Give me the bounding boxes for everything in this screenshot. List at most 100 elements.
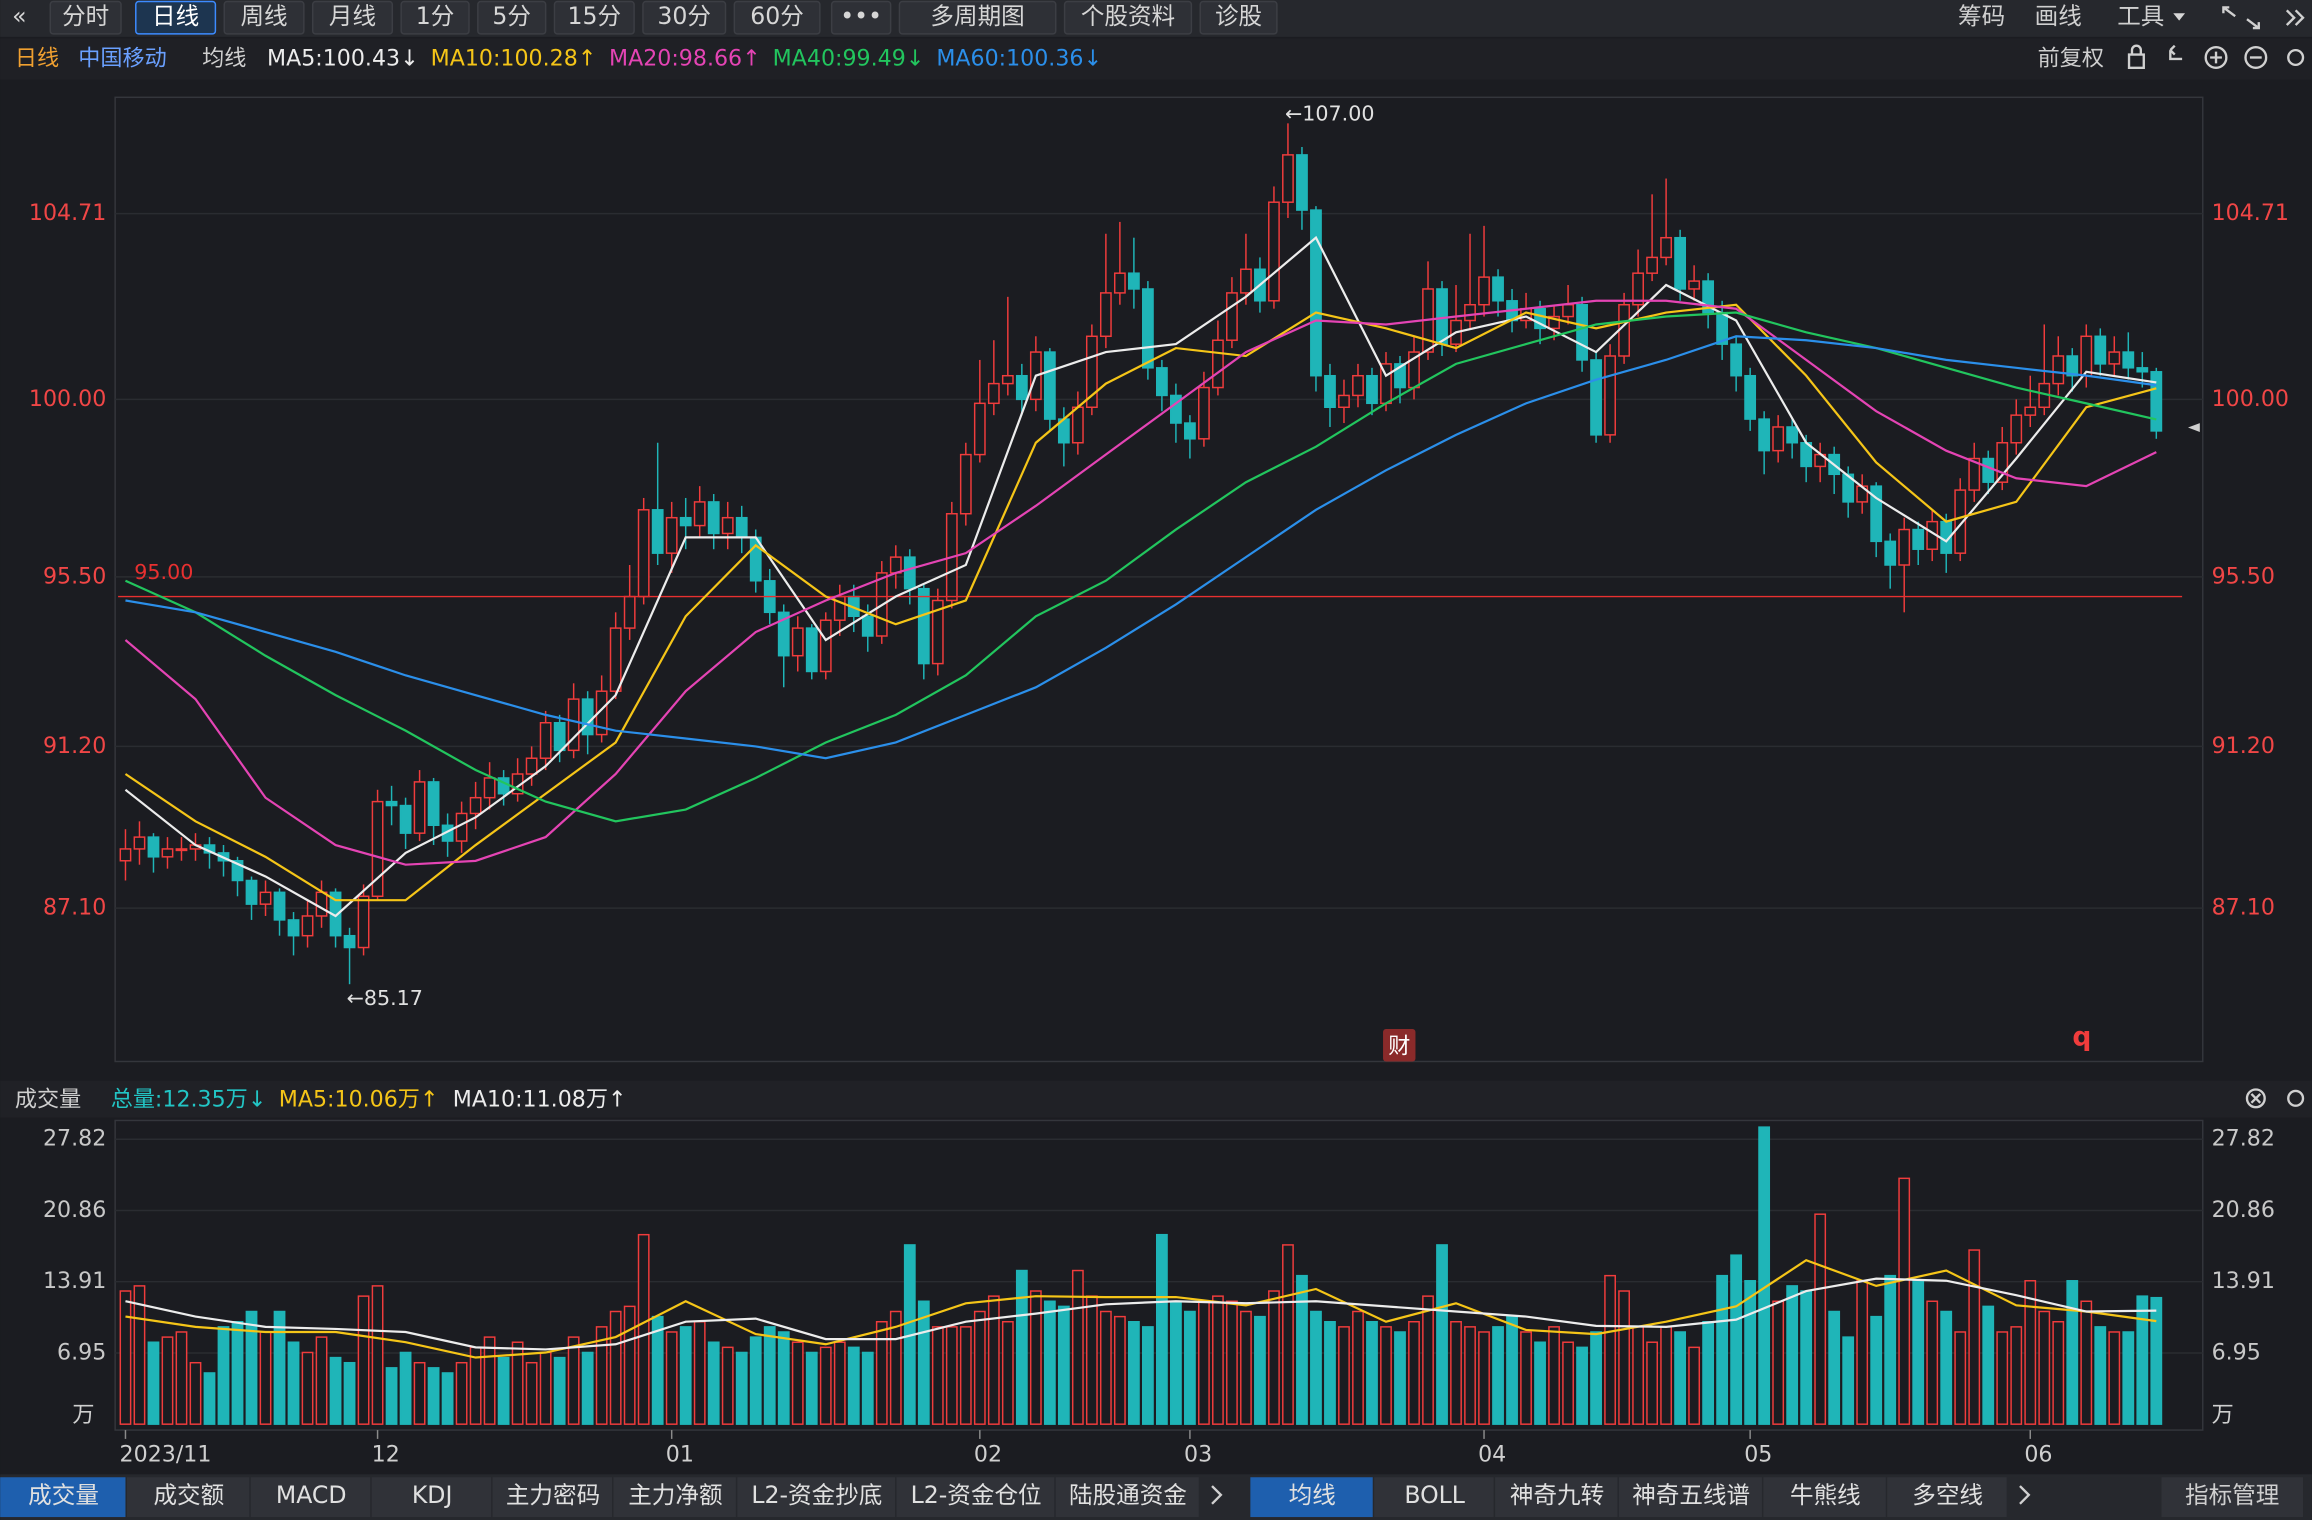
volume-bar [259, 1331, 272, 1425]
candle-body [1113, 272, 1126, 294]
toolbar-label[interactable]: « [12, 2, 26, 30]
toolbar-right-label[interactable]: 工具 [2117, 2, 2164, 30]
toolbar-label[interactable]: 诊股 [1215, 2, 1262, 30]
volume-bar [1394, 1331, 1406, 1425]
indicator-tab[interactable] [896, 1477, 1055, 1518]
toolbar-button[interactable] [733, 0, 821, 35]
zoom-in-icon[interactable] [2204, 45, 2228, 69]
volume-settings-icon[interactable] [2287, 1089, 2305, 1107]
volume-bar [1688, 1346, 1701, 1425]
indicator-tab[interactable] [737, 1477, 896, 1518]
volume-bar [469, 1346, 482, 1425]
indicator-tab[interactable] [1618, 1477, 1762, 1518]
indicator-tab-label[interactable]: KDJ [412, 1481, 453, 1509]
indicator-tab-label[interactable]: 多空线 [1912, 1481, 1983, 1509]
indicator-manager-label[interactable]: 指标管理 [2185, 1481, 2279, 1509]
toolbar-label[interactable]: 多周期图 [930, 2, 1024, 30]
indicator-tab-label[interactable]: 均线 [1289, 1481, 1336, 1509]
toolbar-label[interactable]: 日线 [152, 2, 199, 30]
toolbar-label[interactable]: ••• [840, 2, 882, 30]
toolbar-button[interactable] [1199, 0, 1278, 35]
indicator-tab[interactable] [492, 1477, 612, 1518]
volume-bar [791, 1341, 804, 1425]
adjust-label[interactable]: 前复权 [2038, 45, 2104, 71]
close-icon[interactable] [2245, 1088, 2266, 1109]
indicator-tab[interactable] [371, 1477, 492, 1518]
toolbar-button[interactable] [223, 0, 305, 35]
toolbar-label[interactable]: 1分 [416, 2, 455, 30]
toolbar-button[interactable] [49, 0, 122, 35]
candle-body [1394, 363, 1406, 389]
toolbar-label[interactable]: 分时 [62, 2, 109, 30]
indicator-tab[interactable] [126, 1477, 250, 1518]
indicator-tab-label[interactable]: 主力净额 [628, 1481, 722, 1509]
indicator-tab[interactable] [1495, 1477, 1618, 1518]
toolbar-label[interactable]: 5分 [492, 2, 531, 30]
candle-body [1744, 374, 1757, 420]
volume-bar [693, 1321, 706, 1425]
candle-body [1576, 303, 1588, 361]
volume-bar [497, 1356, 510, 1425]
zoom-out-icon[interactable] [2244, 45, 2268, 69]
toolbar-right-label[interactable]: 筹码 [1958, 2, 2005, 30]
tab-scroll-arrows[interactable] [1211, 1485, 2031, 1505]
indicator-tab-label[interactable]: MACD [276, 1481, 347, 1509]
indicator-tab-label[interactable]: 神奇九转 [1510, 1481, 1604, 1509]
toolbar-label[interactable]: 15分 [567, 2, 621, 30]
toolbar-label[interactable]: 个股资料 [1081, 2, 1175, 30]
volume-bar [1940, 1310, 1953, 1425]
badge[interactable]: q [2072, 1021, 2091, 1052]
indicator-tab-label[interactable]: L2-资金仓位 [911, 1481, 1042, 1509]
candle-body [1632, 272, 1644, 306]
toolbar-label[interactable]: 30分 [657, 2, 711, 30]
toolbar-button[interactable] [400, 0, 470, 35]
toolbar-button[interactable] [311, 0, 394, 35]
badge[interactable]: 财 [1388, 1033, 1410, 1059]
indicator-tab[interactable] [1374, 1477, 1494, 1518]
x-tick-label: 05 [1744, 1442, 1772, 1468]
toolbar-button[interactable] [830, 0, 892, 35]
toolbar-right-label[interactable]: 画线 [2035, 2, 2082, 30]
lock-icon[interactable] [2127, 53, 2145, 69]
toolbar-button[interactable] [642, 0, 727, 35]
candle-body [931, 599, 944, 665]
volume-bar [973, 1310, 986, 1425]
volume-unit-right: 万 [2212, 1402, 2234, 1428]
indicator-tab-label[interactable]: 陆股通资金 [1069, 1481, 1187, 1509]
toolbar-button[interactable] [1063, 0, 1193, 35]
candle-body [777, 611, 790, 657]
fullscreen-icon[interactable] [2222, 6, 2260, 30]
indicator-tab[interactable] [250, 1477, 371, 1518]
toolbar-button[interactable] [477, 0, 547, 35]
toolbar-label[interactable]: 月线 [329, 2, 376, 30]
indicator-tab-label[interactable]: 神奇五线谱 [1632, 1481, 1750, 1509]
indicator-tab[interactable] [1055, 1477, 1199, 1518]
indicator-tab[interactable] [1250, 1477, 1373, 1518]
indicator-tab[interactable] [1763, 1477, 1886, 1518]
candle-body [735, 516, 748, 539]
indicator-tab[interactable] [1887, 1477, 2007, 1518]
expand-icon[interactable] [2285, 9, 2305, 26]
indicator-tab[interactable] [613, 1477, 736, 1518]
candle-body [1226, 292, 1238, 341]
indicator-tab-label[interactable]: 成交额 [153, 1481, 224, 1509]
candle-body [2150, 371, 2163, 432]
indicator-manager[interactable] [2161, 1477, 2304, 1518]
settings-icon[interactable] [2287, 48, 2305, 67]
toolbar-label[interactable]: 周线 [240, 2, 287, 30]
toolbar-label[interactable]: 60分 [750, 2, 804, 30]
indicator-tab-label[interactable]: L2-资金抄底 [751, 1481, 882, 1509]
volume-bar [1828, 1310, 1841, 1425]
toolbar-button[interactable] [898, 0, 1057, 35]
indicator-tab[interactable] [0, 1477, 126, 1518]
toolbar-button[interactable] [553, 0, 635, 35]
candle-body [1478, 276, 1490, 306]
candle-body [287, 919, 300, 937]
undo-icon[interactable] [2169, 44, 2183, 61]
toolbar-button[interactable] [135, 0, 217, 35]
indicator-tab-label[interactable]: 牛熊线 [1790, 1481, 1861, 1509]
indicator-tab-label[interactable]: 主力密码 [506, 1481, 600, 1509]
indicator-tab-label[interactable]: BOLL [1404, 1481, 1465, 1509]
indicator-tab-label[interactable]: 成交量 [28, 1481, 99, 1509]
